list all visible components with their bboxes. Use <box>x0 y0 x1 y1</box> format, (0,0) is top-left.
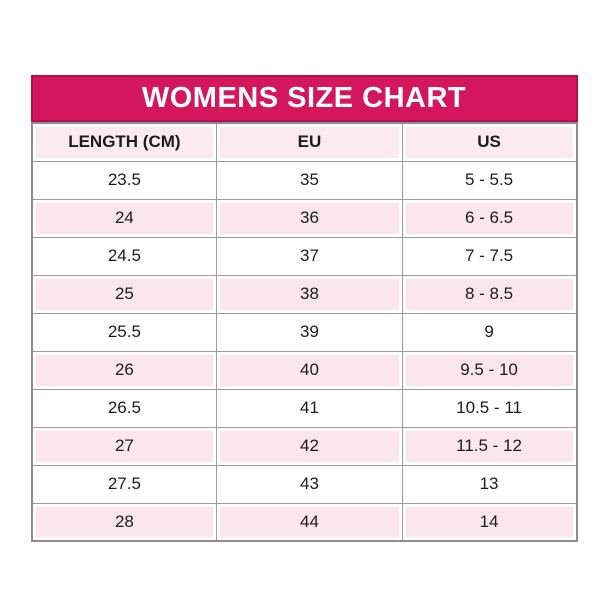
cell-us: 6 - 6.5 <box>401 198 578 238</box>
cell-length-cm: 27.5 <box>30 464 218 504</box>
table-row: 27.5 43 13 <box>30 464 578 504</box>
size-table-header: LENGTH (CM) EU US <box>30 122 578 162</box>
cell-length-cm: 23.5 <box>30 160 218 200</box>
cell-eu: 42 <box>216 426 403 466</box>
table-row: 26 40 9.5 - 10 <box>30 350 578 390</box>
size-chart: WOMENS SIZE CHART LENGTH (CM) EU US 23.5… <box>30 0 578 542</box>
cell-eu: 35 <box>216 160 403 200</box>
cell-us: 10.5 - 11 <box>401 388 578 428</box>
column-header-us: US <box>401 122 578 162</box>
cell-eu: 38 <box>216 274 403 314</box>
cell-us: 13 <box>401 464 578 504</box>
cell-eu: 36 <box>216 198 403 238</box>
cell-us: 5 - 5.5 <box>401 160 578 200</box>
table-row: 25.5 39 9 <box>30 312 578 352</box>
cell-us: 9.5 - 10 <box>401 350 578 390</box>
table-row: 23.5 35 5 - 5.5 <box>30 160 578 200</box>
cell-length-cm: 24.5 <box>30 236 218 276</box>
cell-length-cm: 24 <box>30 198 218 238</box>
table-row: 26.5 41 10.5 - 11 <box>30 388 578 428</box>
cell-us: 9 <box>401 312 578 352</box>
cell-us: 11.5 - 12 <box>401 426 578 466</box>
table-row: 28 44 14 <box>30 502 578 542</box>
cell-eu: 40 <box>216 350 403 390</box>
table-row: 24.5 37 7 - 7.5 <box>30 236 578 276</box>
chart-title-banner: WOMENS SIZE CHART <box>30 75 578 122</box>
cell-length-cm: 26 <box>30 350 218 390</box>
cell-us: 14 <box>401 502 578 542</box>
cell-eu: 37 <box>216 236 403 276</box>
cell-length-cm: 25 <box>30 274 218 314</box>
cell-length-cm: 28 <box>30 502 218 542</box>
table-row: 24 36 6 - 6.5 <box>30 198 578 238</box>
column-header-length-cm: LENGTH (CM) <box>30 122 218 162</box>
cell-length-cm: 27 <box>30 426 218 466</box>
cell-length-cm: 26.5 <box>30 388 218 428</box>
table-row: 27 42 11.5 - 12 <box>30 426 578 466</box>
cell-eu: 41 <box>216 388 403 428</box>
cell-length-cm: 25.5 <box>30 312 218 352</box>
cell-eu: 39 <box>216 312 403 352</box>
cell-us: 7 - 7.5 <box>401 236 578 276</box>
size-table-body: 23.5 35 5 - 5.5 24 36 6 - 6.5 24.5 37 7 - 7.5 25 3… <box>30 160 578 542</box>
header-row: LENGTH (CM) EU US <box>30 122 578 162</box>
chart-title: WOMENS SIZE CHART <box>141 82 467 114</box>
table-row: 25 38 8 - 8.5 <box>30 274 578 314</box>
column-header-eu: EU <box>216 122 403 162</box>
size-table: LENGTH (CM) EU US 23.5 35 5 - 5.5 24 36 6 - 6… <box>30 122 578 542</box>
cell-eu: 44 <box>216 502 403 542</box>
cell-us: 8 - 8.5 <box>401 274 578 314</box>
cell-eu: 43 <box>216 464 403 504</box>
